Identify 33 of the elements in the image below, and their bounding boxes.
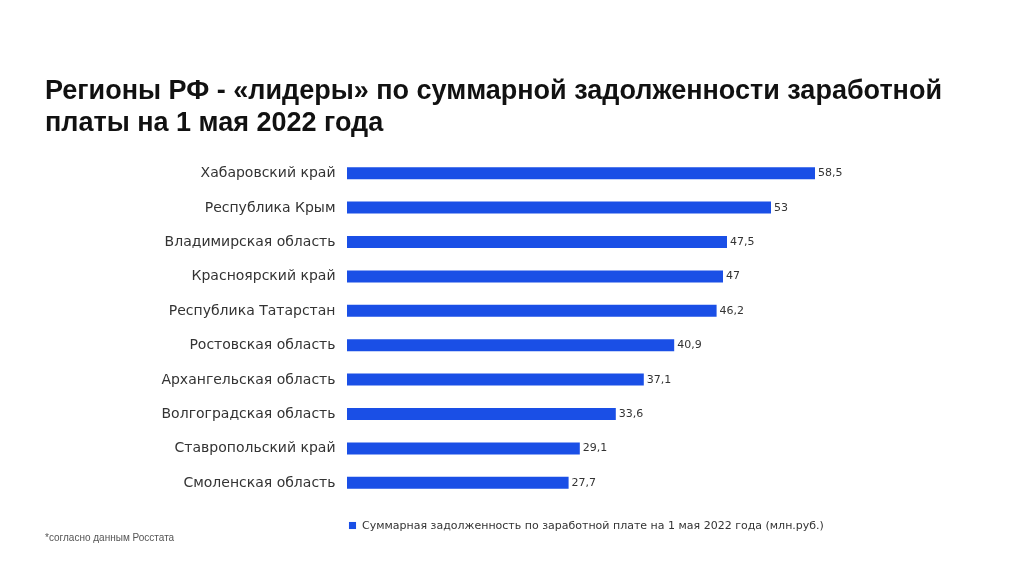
y-tick-label: Архангельская область [161, 370, 336, 387]
chart-title: Регионы РФ - «лидеры» по суммарной задолженности заработной платы на 1 мая 2022 года [45, 74, 943, 138]
bar [347, 201, 771, 214]
bar [347, 442, 580, 455]
data-label: 29,1 [582, 441, 608, 455]
data-label: 27,7 [571, 475, 597, 489]
y-tick-label: Ростовская область [189, 336, 336, 353]
y-tick-label: Республика Крым [204, 198, 336, 215]
data-label: 33,6 [618, 407, 644, 420]
y-tick-label: Республика Татарстан [168, 301, 336, 318]
data-label: 40,9 [677, 338, 702, 352]
bar [347, 304, 717, 317]
data-label: 37,1 [646, 372, 672, 386]
y-tick-label: Хабаровский край [200, 164, 336, 181]
text: *согласно данным Росстата [45, 532, 175, 543]
data-label: 46,2 [719, 303, 745, 317]
bar [347, 476, 569, 489]
y-tick-label: Владимирская область [164, 233, 336, 249]
y-tick-label: Смоленская область [183, 473, 336, 490]
bar [347, 373, 644, 386]
bar [347, 236, 727, 248]
y-tick-label: Красноярский край [191, 267, 336, 284]
bar [347, 408, 616, 420]
legend-label: Суммарная задолженность по заработной плате на 1 мая 2022 года (млн.руб.) [362, 518, 824, 532]
data-label: 47 [726, 269, 740, 283]
bar [347, 270, 723, 283]
bar [347, 339, 675, 352]
data-label: 47,5 [730, 235, 755, 248]
data-label: 58,5 [818, 166, 843, 180]
data-label: 53 [774, 200, 788, 214]
bar [347, 167, 815, 180]
y-tick-label: Ставропольский край [174, 439, 336, 456]
y-tick-label: Волгоградская область [161, 405, 336, 421]
